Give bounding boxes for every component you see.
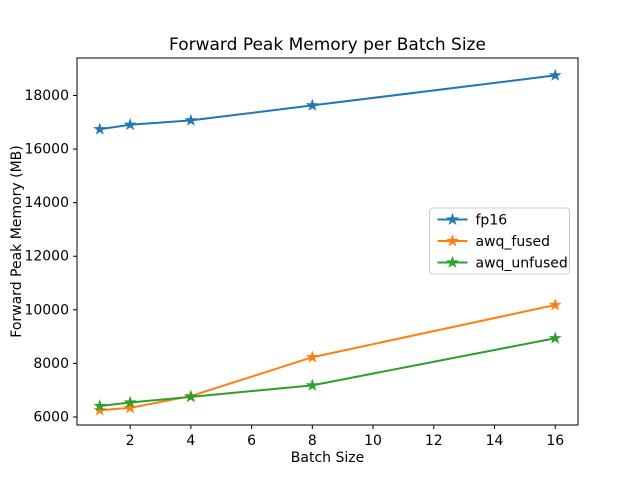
data-point-star-marker xyxy=(305,98,319,111)
data-point-star-marker xyxy=(184,390,198,403)
series-line-awq_unfused xyxy=(98,337,557,407)
data-point-star-marker xyxy=(305,378,319,391)
legend-label: fp16 xyxy=(476,213,508,229)
data-point-star-marker xyxy=(93,403,107,416)
ticks xyxy=(73,95,556,429)
data-point-star-marker xyxy=(184,113,198,126)
x-tick-label: 8 xyxy=(308,433,317,449)
chart-title: Forward Peak Memory per Batch Size xyxy=(169,35,486,55)
x-tick-label: 12 xyxy=(425,433,443,449)
data-point-star-marker xyxy=(123,395,137,409)
y-tick-label: 8000 xyxy=(33,356,69,372)
legend-entry: fp16 xyxy=(437,212,508,229)
legend-label: awq_unfused xyxy=(476,256,568,272)
x-tick-label: 10 xyxy=(364,433,382,449)
data-point-star-marker xyxy=(548,331,562,344)
y-tick-label: 14000 xyxy=(24,195,69,211)
x-tick-label: 14 xyxy=(486,433,504,449)
legend-entry: awq_unfused xyxy=(437,255,568,272)
x-tick-label: 6 xyxy=(247,433,256,449)
legend-star-marker-icon xyxy=(446,212,459,226)
data-point-star-marker xyxy=(305,350,319,363)
y-tick-label: 10000 xyxy=(24,302,69,318)
x-tick-label: 4 xyxy=(186,433,195,449)
data-point-star-marker xyxy=(123,117,137,131)
data-point-star-marker xyxy=(548,68,562,81)
data-point-star-marker xyxy=(93,122,107,135)
y-axis-label: Forward Peak Memory (MB) xyxy=(9,145,25,337)
series-line-fp16 xyxy=(98,74,557,131)
y-tick-label: 18000 xyxy=(24,88,69,104)
legend: fp16 awq_fused awq_unfused xyxy=(429,207,570,275)
y-tick-label: 6000 xyxy=(33,409,69,425)
plot-frame xyxy=(76,57,579,426)
axes: 6000 8000 10000 12000 14000 16000 18000 2 4 6 8 10 1… xyxy=(24,57,579,449)
x-tick-label: 16 xyxy=(546,433,564,449)
data-point-star-marker xyxy=(93,399,107,412)
x-tick-label: 2 xyxy=(126,433,135,449)
x-axis-label: Batch Size xyxy=(291,450,364,466)
legend-frame xyxy=(429,207,570,275)
y-tick-label: 16000 xyxy=(24,142,69,158)
legend-star-marker-icon xyxy=(446,234,459,247)
data-point-star-marker xyxy=(123,401,137,414)
legend-star-marker-icon xyxy=(446,255,459,269)
series-line-awq_fused xyxy=(98,303,557,412)
y-tick-label: 12000 xyxy=(24,249,69,265)
data-point-star-marker xyxy=(548,298,562,311)
legend-label: awq_fused xyxy=(476,234,551,250)
legend-entry: awq_fused xyxy=(437,234,551,250)
